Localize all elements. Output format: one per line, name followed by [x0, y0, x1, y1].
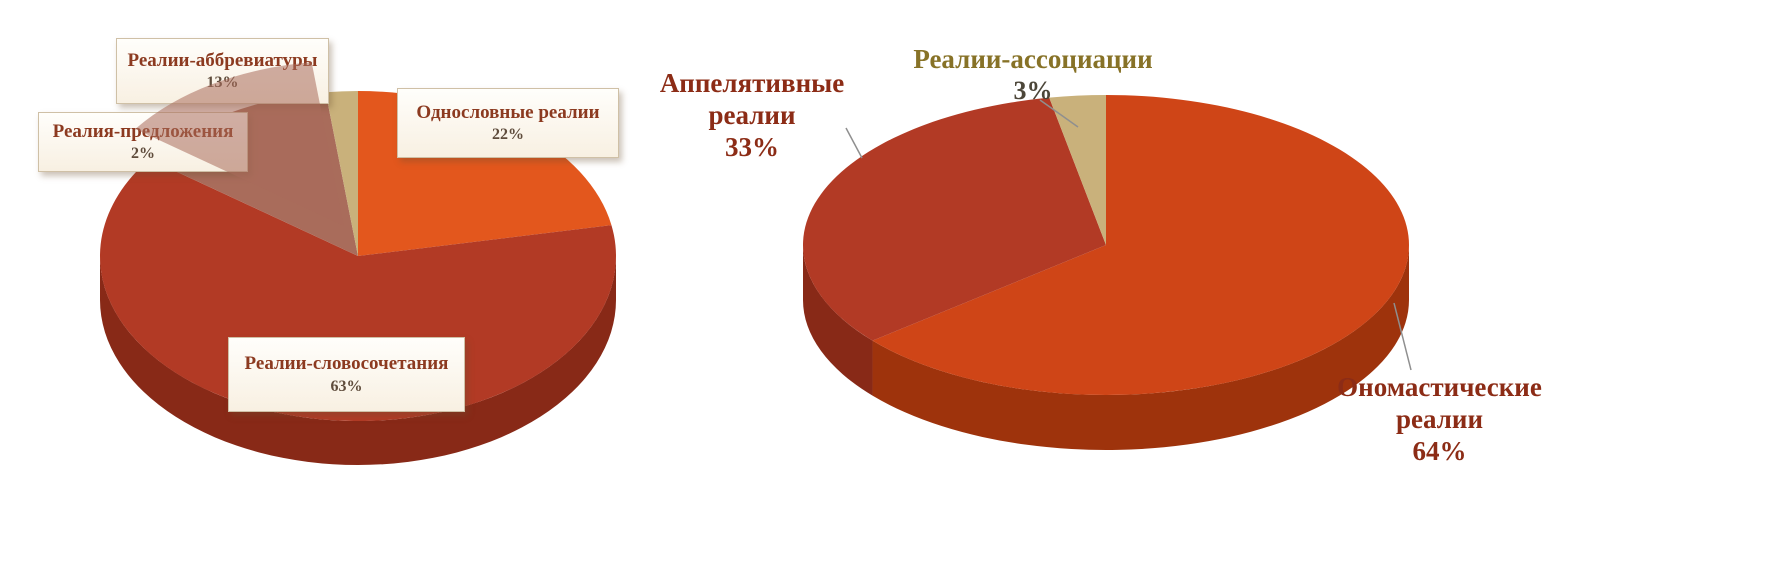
- label-appellative-pct: 33%: [725, 131, 779, 162]
- label-associations: Реалии-ассоциации 3%: [893, 44, 1173, 107]
- pie-side-0: [872, 245, 1409, 450]
- label-appellative-text: Аппелятивные реалии: [659, 68, 845, 130]
- callout-sentences-pct: 2%: [131, 145, 155, 163]
- callout-single-word-label: Однословные реалии: [416, 101, 600, 123]
- callout-single-word: Однословные реалии 22%: [397, 88, 619, 158]
- callout-abbreviations: Реалии-аббревиатуры 13%: [116, 38, 329, 104]
- callout-abbreviations-label: Реалии-аббревиатуры: [127, 49, 318, 71]
- leader-line-appellative: [845, 127, 863, 159]
- label-appellative: Аппелятивные реалии 33%: [652, 68, 852, 164]
- pie-side-1: [100, 256, 616, 465]
- callout-sentences-label: Реалия-предложения: [52, 120, 234, 142]
- label-onomastic: Ономастические реалии 64%: [1332, 372, 1547, 468]
- pie-side-1: [803, 245, 873, 396]
- callout-sentences: Реалия-предложения 2%: [38, 112, 248, 172]
- callout-phrases-pct: 63%: [330, 377, 363, 395]
- leader-line-associations: [1039, 99, 1079, 128]
- right-pie: [803, 95, 1410, 450]
- pie-slice-2: [1049, 95, 1106, 245]
- label-onomastic-pct: 64%: [1412, 435, 1467, 466]
- leader-line-onomastic: [1393, 302, 1412, 371]
- callout-phrases: Реалии-словосочетания 63%: [228, 337, 465, 412]
- label-associations-text: Реалии-ассоциации: [913, 44, 1153, 74]
- label-associations-pct: 3%: [1013, 75, 1053, 105]
- callout-phrases-label: Реалии-словосочетания: [244, 353, 449, 375]
- pie-slice-1: [803, 97, 1106, 341]
- callout-single-word-pct: 22%: [492, 126, 524, 144]
- pie-slice-0: [872, 95, 1410, 395]
- callout-abbreviations-pct: 13%: [206, 74, 239, 92]
- label-onomastic-text: Ономастические реалии: [1337, 372, 1542, 434]
